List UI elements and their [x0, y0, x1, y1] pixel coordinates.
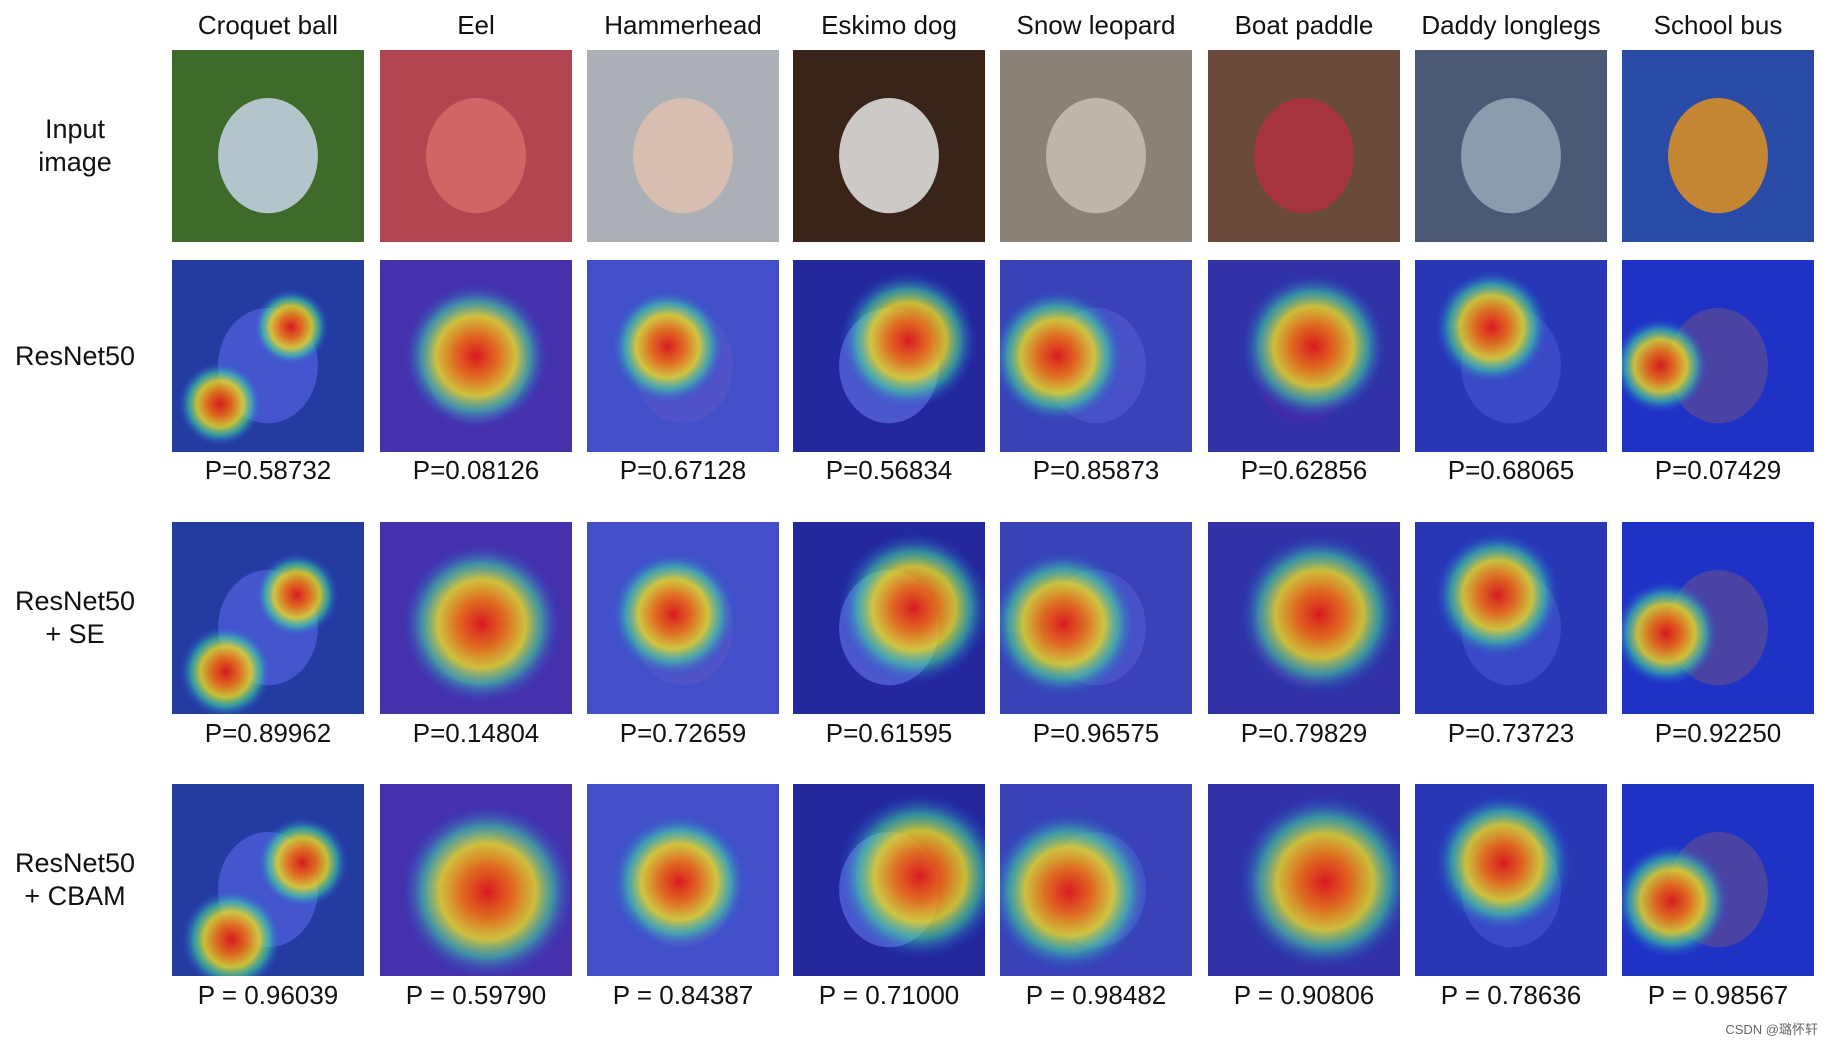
column-title: Boat paddle	[1234, 10, 1374, 40]
input-image-tile	[793, 50, 985, 242]
cam-heatmap-tile	[1622, 522, 1814, 714]
column-title: School bus	[1653, 10, 1783, 40]
column-title: Hammerhead	[604, 10, 762, 40]
cam-heatmap-tile	[380, 260, 572, 452]
cam-heatmap-tile	[587, 784, 779, 976]
column-title: Eel	[457, 10, 495, 40]
cam-heatmap-tile	[1208, 260, 1400, 452]
cam-heatmap-tile	[1208, 522, 1400, 714]
cam-heatmap-tile	[172, 260, 364, 452]
input-image-tile	[380, 50, 572, 242]
cam-heatmap-tile	[1000, 784, 1192, 976]
cam-heatmap-tile	[793, 784, 985, 976]
probability-label: P=0.89962	[204, 718, 332, 748]
probability-label: P=0.61595	[825, 718, 953, 748]
column-title: Snow leopard	[1016, 10, 1176, 40]
cam-heatmap-tile	[1000, 260, 1192, 452]
probability-label: P=0.72659	[619, 718, 747, 748]
probability-label: P = 0.98567	[1647, 980, 1789, 1010]
probability-label: P=0.96575	[1032, 718, 1160, 748]
probability-label: P=0.85873	[1032, 455, 1160, 485]
probability-label: P=0.58732	[204, 455, 332, 485]
probability-label: P = 0.98482	[1025, 980, 1167, 1010]
probability-label: P=0.67128	[619, 455, 747, 485]
cam-heatmap-tile	[380, 784, 572, 976]
probability-label: P=0.79829	[1240, 718, 1368, 748]
column-title: Eskimo dog	[821, 10, 957, 40]
cam-heatmap-tile	[1415, 784, 1607, 976]
cam-heatmap-tile	[793, 260, 985, 452]
cam-heatmap-tile	[587, 260, 779, 452]
watermark: CSDN @璐怀轩	[1725, 1022, 1818, 1037]
cam-heatmap-tile	[172, 522, 364, 714]
cam-heatmap-tile	[1415, 260, 1607, 452]
row-label: ResNet50 + SE	[14, 586, 136, 649]
row-label: ResNet50	[14, 340, 136, 371]
cam-heatmap-tile	[172, 784, 364, 976]
probability-label: P=0.92250	[1654, 718, 1782, 748]
input-image-tile	[1415, 50, 1607, 242]
probability-label: P = 0.96039	[197, 980, 339, 1010]
probability-label: P=0.07429	[1654, 455, 1782, 485]
probability-label: P=0.56834	[825, 455, 953, 485]
input-image-tile	[172, 50, 364, 242]
probability-label: P=0.08126	[412, 455, 540, 485]
input-image-tile	[1622, 50, 1814, 242]
probability-label: P = 0.59790	[405, 980, 547, 1010]
probability-label: P=0.73723	[1447, 718, 1575, 748]
input-image-tile	[1208, 50, 1400, 242]
cam-heatmap-tile	[380, 522, 572, 714]
probability-label: P=0.68065	[1447, 455, 1575, 485]
column-title: Croquet ball	[197, 10, 339, 40]
cam-heatmap-tile	[1415, 522, 1607, 714]
probability-label: P=0.62856	[1240, 455, 1368, 485]
input-image-tile	[587, 50, 779, 242]
cam-heatmap-tile	[1622, 784, 1814, 976]
probability-label: P=0.14804	[412, 718, 540, 748]
row-label: ResNet50 + CBAM	[14, 848, 136, 911]
column-title: Daddy longlegs	[1421, 10, 1601, 40]
cam-heatmap-tile	[1208, 784, 1400, 976]
probability-label: P = 0.84387	[612, 980, 754, 1010]
cam-heatmap-tile	[1622, 260, 1814, 452]
probability-label: P = 0.90806	[1233, 980, 1375, 1010]
cam-heatmap-tile	[587, 522, 779, 714]
probability-label: P = 0.71000	[818, 980, 960, 1010]
cam-heatmap-tile	[793, 522, 985, 714]
probability-label: P = 0.78636	[1440, 980, 1582, 1010]
row-label: Input image	[38, 114, 112, 177]
cam-heatmap-tile	[1000, 522, 1192, 714]
input-image-tile	[1000, 50, 1192, 242]
